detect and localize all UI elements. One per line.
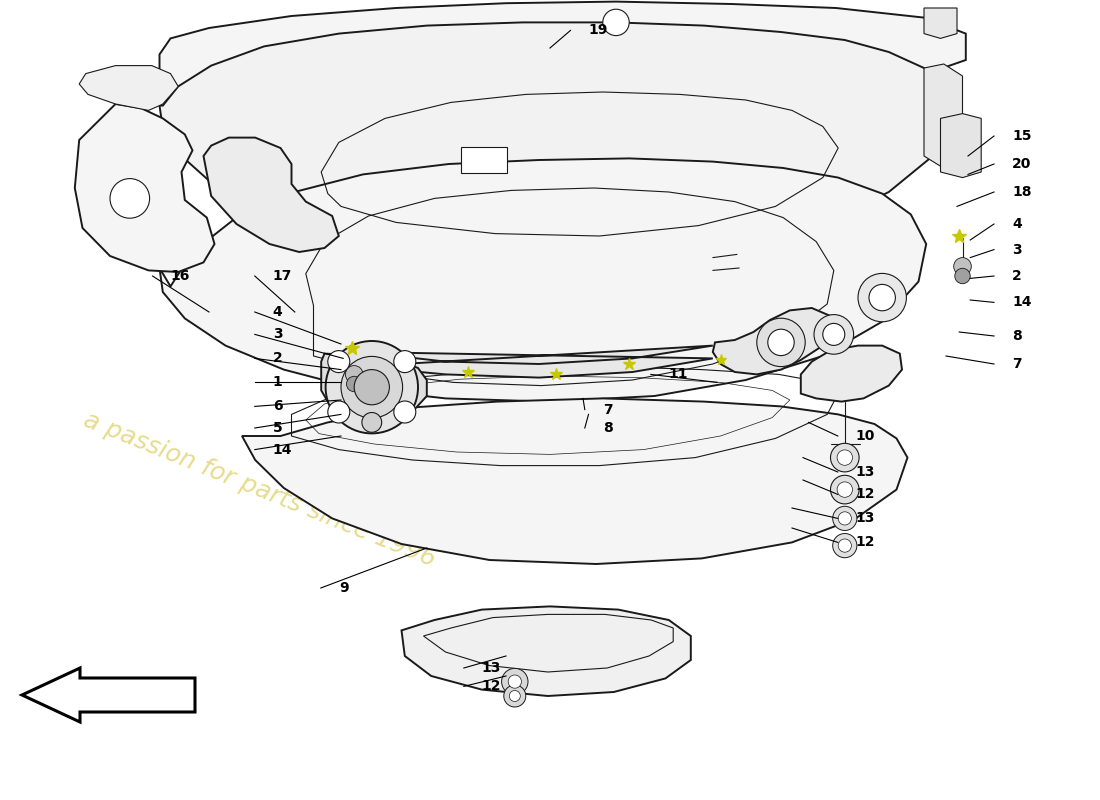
Text: 11: 11	[669, 367, 689, 382]
Polygon shape	[160, 2, 966, 116]
Text: 9: 9	[339, 581, 349, 595]
Polygon shape	[204, 138, 339, 252]
Circle shape	[502, 668, 528, 694]
Circle shape	[509, 690, 520, 702]
FancyBboxPatch shape	[461, 147, 507, 173]
Text: 5: 5	[273, 421, 283, 435]
Polygon shape	[940, 114, 981, 178]
Polygon shape	[402, 606, 691, 696]
Circle shape	[504, 685, 526, 707]
Circle shape	[346, 376, 362, 392]
Text: 14: 14	[273, 442, 293, 457]
Circle shape	[394, 401, 416, 423]
Polygon shape	[160, 22, 952, 264]
Circle shape	[394, 350, 416, 373]
Polygon shape	[713, 308, 838, 374]
Text: 4: 4	[1012, 217, 1022, 231]
Text: 14: 14	[1012, 295, 1032, 310]
Circle shape	[837, 482, 852, 498]
Polygon shape	[924, 64, 962, 170]
Text: 13: 13	[856, 511, 876, 526]
Text: 19: 19	[588, 23, 608, 38]
Polygon shape	[242, 398, 908, 564]
Text: 1: 1	[273, 375, 283, 390]
Text: 12: 12	[856, 487, 876, 502]
Text: eurospares: eurospares	[110, 178, 802, 542]
Circle shape	[814, 314, 854, 354]
Circle shape	[757, 318, 805, 366]
Circle shape	[508, 675, 521, 688]
Circle shape	[362, 413, 382, 432]
Text: a passion for parts since 1996: a passion for parts since 1996	[80, 408, 439, 572]
Circle shape	[341, 357, 403, 418]
Circle shape	[110, 178, 150, 218]
Text: 3: 3	[273, 327, 283, 342]
Text: 8: 8	[603, 421, 613, 435]
Text: 13: 13	[856, 465, 876, 479]
Circle shape	[838, 512, 851, 525]
Text: 16: 16	[170, 269, 190, 283]
Circle shape	[955, 268, 970, 284]
Polygon shape	[361, 346, 713, 378]
Circle shape	[833, 534, 857, 558]
Text: 2: 2	[1012, 269, 1022, 283]
Circle shape	[354, 370, 389, 405]
Polygon shape	[924, 8, 957, 38]
Circle shape	[837, 450, 852, 466]
Circle shape	[328, 401, 350, 423]
Circle shape	[830, 443, 859, 472]
Circle shape	[858, 274, 906, 322]
Circle shape	[603, 9, 629, 35]
Circle shape	[326, 341, 418, 434]
Text: 18: 18	[1012, 185, 1032, 199]
Polygon shape	[801, 346, 902, 402]
Text: 7: 7	[1012, 357, 1022, 371]
Circle shape	[869, 284, 895, 310]
Text: 3: 3	[1012, 242, 1022, 257]
Text: 8: 8	[1012, 329, 1022, 343]
Text: 7: 7	[603, 402, 613, 417]
Text: 20: 20	[1012, 157, 1032, 171]
Text: 10: 10	[856, 429, 876, 443]
Polygon shape	[79, 66, 178, 110]
Circle shape	[833, 506, 857, 530]
Circle shape	[345, 366, 363, 383]
Circle shape	[954, 258, 971, 275]
Text: 12: 12	[482, 679, 502, 694]
Circle shape	[768, 330, 794, 355]
Text: 17: 17	[273, 269, 293, 283]
Polygon shape	[22, 668, 195, 722]
Polygon shape	[321, 354, 427, 418]
Text: 2: 2	[273, 351, 283, 366]
Polygon shape	[160, 158, 926, 402]
Text: 13: 13	[482, 661, 502, 675]
Circle shape	[823, 323, 845, 346]
Text: 6: 6	[273, 399, 283, 414]
Circle shape	[328, 350, 350, 373]
Circle shape	[830, 475, 859, 504]
Text: 15: 15	[1012, 129, 1032, 143]
Text: 4: 4	[273, 305, 283, 319]
Text: 12: 12	[856, 535, 876, 550]
Circle shape	[838, 539, 851, 552]
Polygon shape	[75, 104, 214, 272]
FancyBboxPatch shape	[727, 38, 764, 61]
